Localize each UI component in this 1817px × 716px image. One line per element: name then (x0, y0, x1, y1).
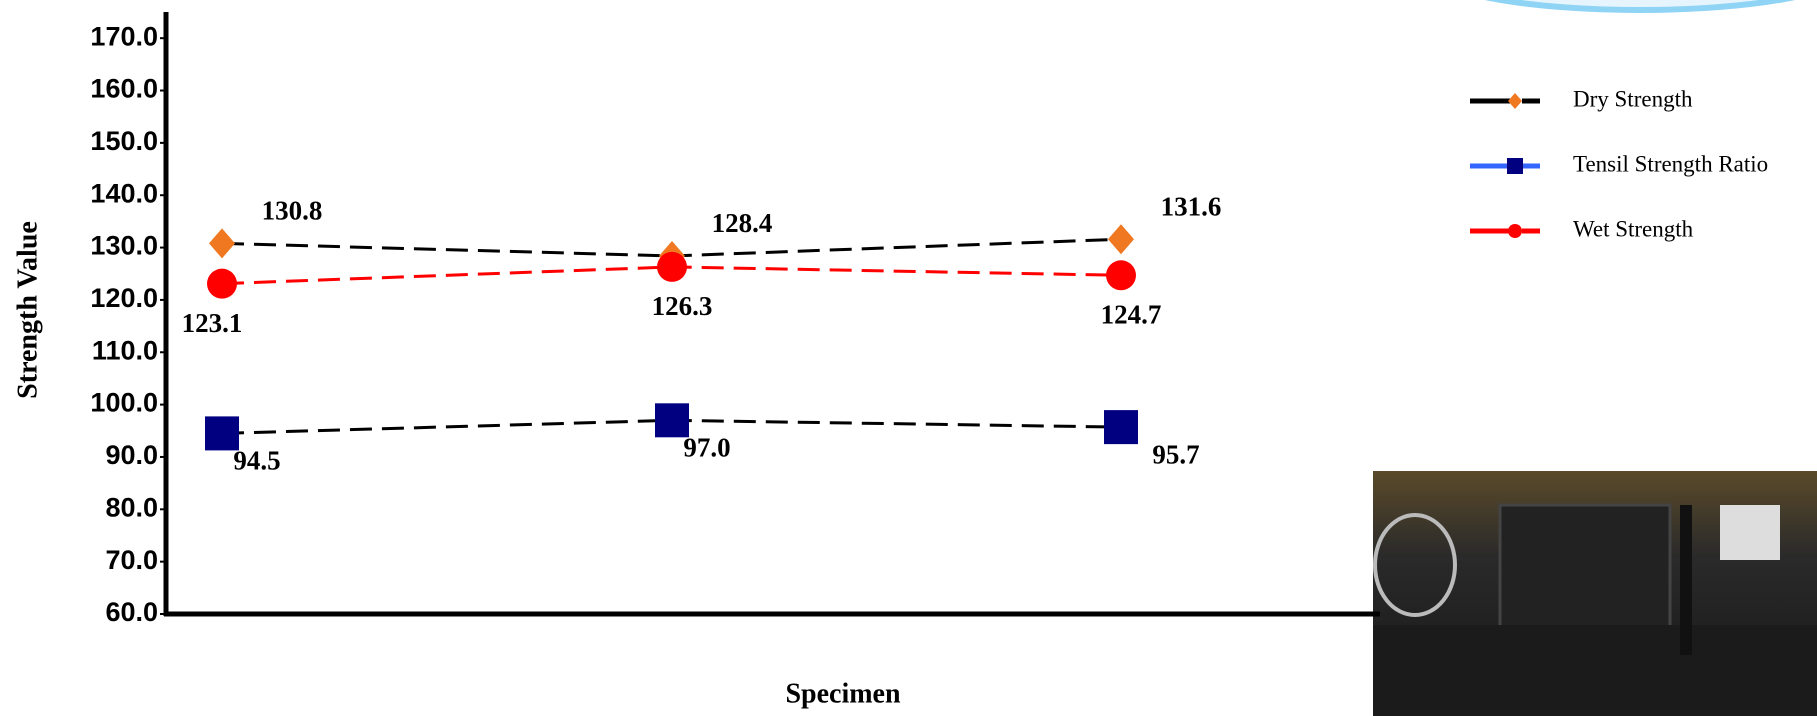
y-tick-label: 170.0 (90, 21, 158, 51)
data-label: 94.5 (233, 446, 280, 476)
legend-marker (1508, 93, 1522, 109)
y-tick-label: 140.0 (90, 178, 158, 208)
data-label: 95.7 (1152, 439, 1199, 469)
marker (1106, 260, 1136, 290)
decoration (1430, 0, 1817, 10)
y-tick-label: 70.0 (105, 545, 158, 575)
chart: Strength Value Specimen 60.0 70.0 80.0 90.0… (0, 0, 1817, 716)
y-tick-label: 110.0 (92, 335, 158, 365)
y-tick-label: 80.0 (105, 492, 158, 522)
marker (1104, 410, 1138, 444)
y-tick-label: 90.0 (105, 440, 158, 470)
x-axis-title: Specimen (785, 678, 901, 709)
legend-marker (1508, 224, 1522, 238)
legend-marker (1507, 158, 1523, 174)
data-label: 123.1 (182, 308, 243, 338)
data-label: 97.0 (683, 433, 730, 463)
y-tick-label: 160.0 (90, 74, 158, 104)
y-axis-title: Strength Value (12, 221, 43, 399)
legend-label: Tensil Strength Ratio (1573, 151, 1768, 176)
y-tick-label: 120.0 (90, 283, 158, 313)
marker (209, 228, 235, 258)
marker (657, 252, 687, 282)
data-label: 124.7 (1101, 300, 1162, 330)
data-label: 130.8 (262, 196, 323, 226)
legend-label: Dry Strength (1573, 86, 1693, 111)
legend-label: Wet Strength (1573, 216, 1694, 241)
data-label: 126.3 (652, 291, 713, 321)
y-tick-label: 100.0 (90, 388, 158, 418)
photo (1373, 471, 1817, 716)
data-label: 128.4 (712, 208, 773, 238)
y-tick-label: 130.0 (90, 231, 158, 261)
y-tick-label: 60.0 (105, 597, 158, 627)
marker (207, 269, 237, 299)
marker (1108, 224, 1134, 254)
data-label: 131.6 (1161, 191, 1222, 221)
y-tick-label: 150.0 (90, 126, 158, 156)
